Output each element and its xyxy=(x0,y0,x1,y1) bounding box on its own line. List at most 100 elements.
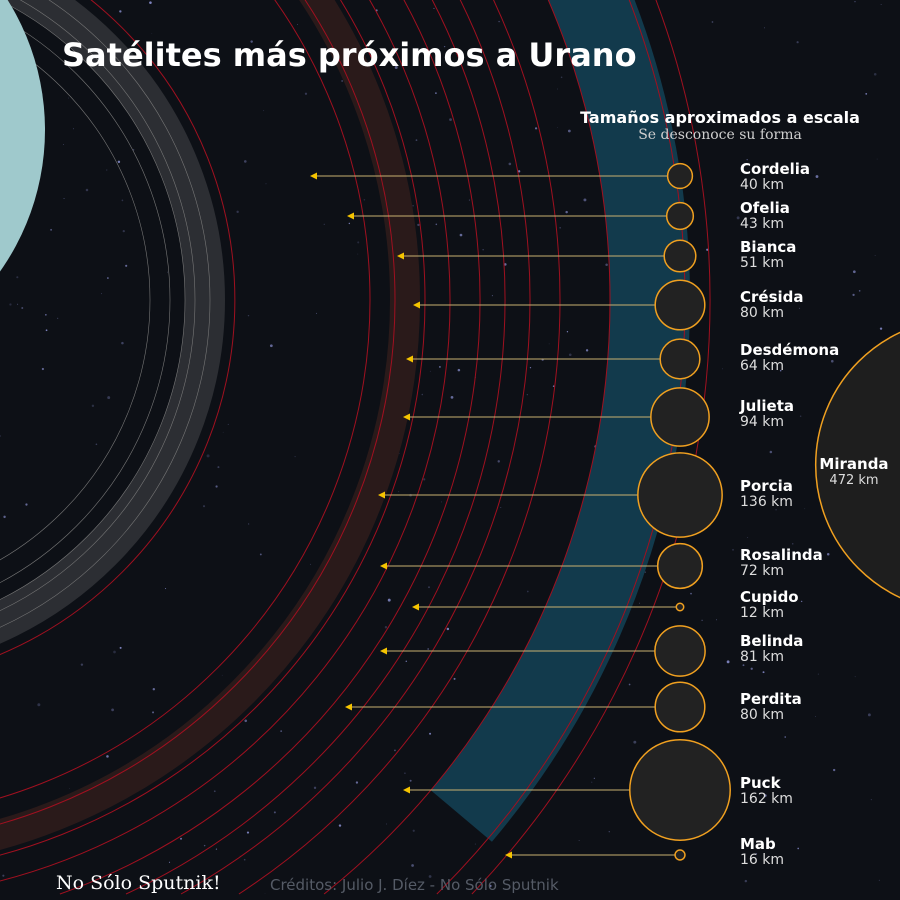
miranda-label: Miranda 472 km xyxy=(818,455,890,488)
star xyxy=(412,829,415,832)
star xyxy=(779,369,782,372)
orbit-ring xyxy=(436,0,686,895)
star xyxy=(149,1,152,4)
star xyxy=(852,293,855,297)
star xyxy=(152,688,156,691)
star xyxy=(605,263,608,267)
arrowhead xyxy=(380,647,387,655)
star xyxy=(69,788,70,789)
star xyxy=(500,507,502,509)
star xyxy=(45,314,47,316)
page-title: Satélites más próximos a Urano xyxy=(62,36,637,74)
star xyxy=(119,10,122,13)
moon-size: 80 km xyxy=(740,707,785,723)
star xyxy=(568,353,572,357)
star xyxy=(313,786,317,790)
star xyxy=(706,248,709,251)
star xyxy=(412,205,414,207)
star xyxy=(45,329,48,332)
star xyxy=(449,118,452,122)
moon-circle xyxy=(629,739,731,841)
star xyxy=(504,263,507,266)
arrowhead xyxy=(403,786,410,794)
star xyxy=(323,223,325,225)
star xyxy=(157,43,161,47)
star xyxy=(180,837,183,840)
star xyxy=(800,600,803,603)
star xyxy=(294,456,296,458)
star xyxy=(117,160,121,164)
star xyxy=(690,592,692,595)
star xyxy=(433,7,435,9)
star xyxy=(95,443,98,446)
moon-name: Belinda xyxy=(740,632,804,650)
star xyxy=(826,552,830,556)
moon-circle xyxy=(656,542,704,590)
star xyxy=(497,460,500,463)
moon-label: Rosalinda 72 km xyxy=(740,547,823,579)
planet-ring-band xyxy=(0,0,225,644)
star xyxy=(217,466,220,469)
star xyxy=(832,768,836,772)
uranus-planet xyxy=(0,0,45,272)
star xyxy=(206,454,210,458)
star xyxy=(3,515,6,519)
star xyxy=(151,33,153,34)
star xyxy=(221,674,223,676)
moon-size: 43 km xyxy=(740,216,785,232)
star xyxy=(874,255,876,256)
arrowhead xyxy=(397,252,404,260)
star xyxy=(517,170,521,173)
star xyxy=(815,175,819,178)
star xyxy=(491,295,493,297)
star xyxy=(552,385,555,388)
star xyxy=(119,646,122,649)
star xyxy=(792,543,794,545)
star xyxy=(865,92,868,95)
star xyxy=(880,4,882,6)
star xyxy=(457,368,461,372)
star xyxy=(732,548,734,551)
moon-name: Perdita xyxy=(740,690,802,708)
star xyxy=(164,587,167,590)
star xyxy=(107,396,111,400)
star xyxy=(80,663,84,666)
star xyxy=(435,92,437,95)
star xyxy=(409,779,412,782)
moon-name: Cupido xyxy=(740,588,799,606)
star xyxy=(304,92,308,95)
moon-name: Porcia xyxy=(740,477,793,495)
star xyxy=(710,121,712,123)
moon-label: Bianca 51 km xyxy=(740,239,796,271)
orbit-ring xyxy=(0,0,211,628)
star xyxy=(386,59,388,61)
arrowhead xyxy=(380,562,387,570)
shape-note: Se desconoce su forma xyxy=(638,127,802,143)
star xyxy=(338,824,342,827)
star xyxy=(854,676,856,678)
moon-circle xyxy=(650,387,710,447)
moon-circle xyxy=(654,625,706,677)
star xyxy=(63,144,64,145)
star xyxy=(428,586,430,589)
star xyxy=(239,855,241,857)
star xyxy=(498,20,500,23)
star xyxy=(100,293,102,295)
star xyxy=(726,660,730,664)
star xyxy=(711,21,714,23)
star xyxy=(348,222,350,225)
scale-note: Tamaños aproximados a escala xyxy=(580,108,860,127)
moon-label: Julieta 94 km xyxy=(740,398,794,430)
star xyxy=(37,703,41,707)
star xyxy=(557,127,558,128)
star xyxy=(817,673,819,675)
star xyxy=(132,149,135,151)
moon-circle xyxy=(674,849,686,861)
star xyxy=(398,491,400,493)
star xyxy=(17,303,19,305)
moon-circle xyxy=(666,162,694,190)
star xyxy=(273,811,276,814)
star xyxy=(529,367,532,369)
star xyxy=(91,404,95,408)
star xyxy=(244,719,248,723)
